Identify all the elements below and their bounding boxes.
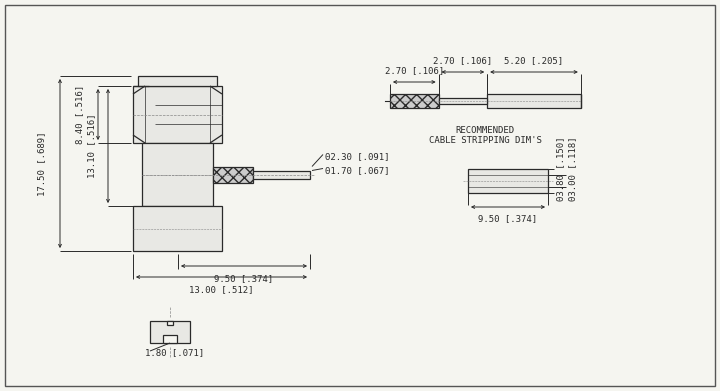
Text: Θ3.80 [.150]: Θ3.80 [.150] (556, 137, 565, 201)
Bar (163, 335, 177, 343)
Text: 2.70 [.106]: 2.70 [.106] (384, 66, 444, 75)
Bar (142, 143, 213, 206)
Text: 13.00 [.512]: 13.00 [.512] (189, 285, 253, 294)
Bar (253, 170, 310, 179)
Text: 9.50 [.374]: 9.50 [.374] (478, 214, 538, 223)
Text: 2.70 [.106]: 2.70 [.106] (433, 56, 492, 65)
Text: 1.80 [.071]: 1.80 [.071] (145, 348, 204, 357)
Text: 17.50 [.689]: 17.50 [.689] (37, 131, 46, 196)
Text: Θ1.70 [.067]: Θ1.70 [.067] (325, 166, 390, 175)
Bar (438, 98, 487, 104)
Bar (487, 94, 581, 108)
Bar (468, 169, 548, 193)
Text: 8.40 [.516]: 8.40 [.516] (75, 85, 84, 144)
Text: 5.20 [.205]: 5.20 [.205] (505, 56, 564, 65)
Text: Θ3.00 [.118]: Θ3.00 [.118] (568, 137, 577, 201)
Bar (133, 206, 222, 251)
Text: 9.50 [.374]: 9.50 [.374] (215, 274, 274, 283)
Text: Θ2.30 [.091]: Θ2.30 [.091] (325, 152, 390, 161)
Text: RECOMMENDED
CABLE STRIPPING DIM'S: RECOMMENDED CABLE STRIPPING DIM'S (429, 126, 542, 145)
Bar (213, 167, 253, 183)
Bar (150, 321, 190, 343)
Bar (390, 94, 438, 108)
Bar (138, 76, 217, 86)
Text: 13.10 [.516]: 13.10 [.516] (87, 114, 96, 178)
Bar (167, 321, 173, 325)
Bar (133, 86, 222, 143)
